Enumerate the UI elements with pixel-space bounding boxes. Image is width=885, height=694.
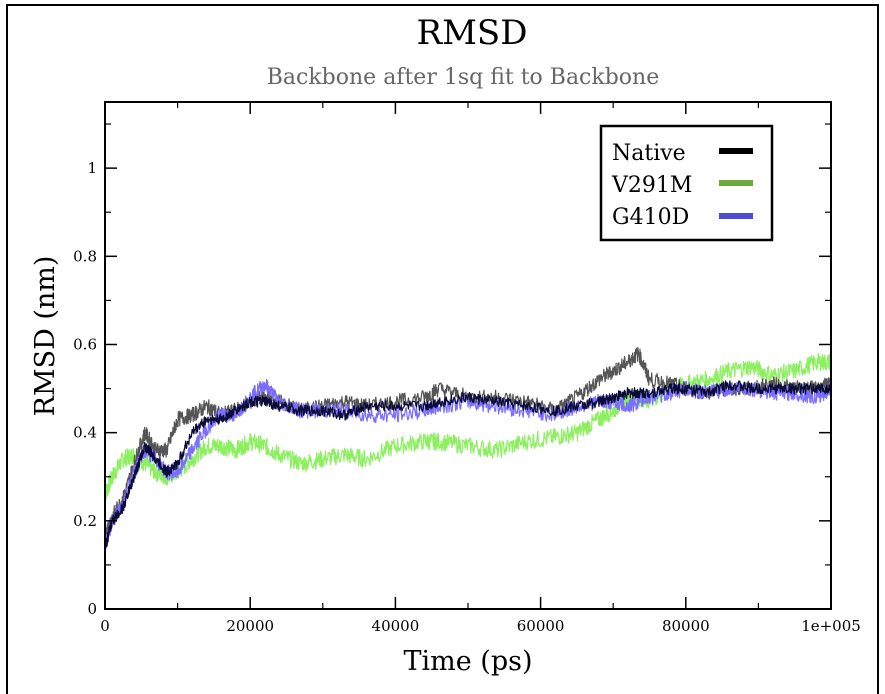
y-axis-label: RMSD (nm) xyxy=(30,256,61,417)
legend-label-native: Native xyxy=(612,141,686,166)
y-tick-label: 0.6 xyxy=(73,335,97,353)
y-tick-label: 0.4 xyxy=(73,424,97,442)
legend-label-v291m: V291M xyxy=(611,173,692,198)
plot-layer xyxy=(105,346,831,554)
x-tick-label: 60000 xyxy=(517,617,565,635)
x-tick-label: 0 xyxy=(100,617,110,635)
y-tick-label: 0.8 xyxy=(73,247,97,265)
series-line-v291m xyxy=(105,352,831,501)
x-axis-label: Time (ps) xyxy=(403,646,532,677)
x-tick-label: 20000 xyxy=(226,617,274,635)
legend: Native V291M G410D xyxy=(599,124,774,242)
legend-label-g410d: G410D xyxy=(612,205,689,230)
axes-layer: 0 20000 40000 60000 80000 1e+005 0 0.2 0.4 0.6 0.8… xyxy=(73,102,861,635)
y-tick-label: 1 xyxy=(87,159,97,177)
chart-subtitle: Backbone after 1sq fit to Backbone xyxy=(267,65,659,90)
x-tick-label: 1e+005 xyxy=(801,617,861,635)
series-line-native xyxy=(105,380,831,551)
y-tick-label: 0 xyxy=(87,600,97,618)
x-tick-label: 40000 xyxy=(372,617,420,635)
x-tick-label: 80000 xyxy=(662,617,710,635)
chart-frame xyxy=(6,4,879,694)
chart-title: RMSD xyxy=(417,13,528,53)
y-tick-label: 0.2 xyxy=(73,512,97,530)
